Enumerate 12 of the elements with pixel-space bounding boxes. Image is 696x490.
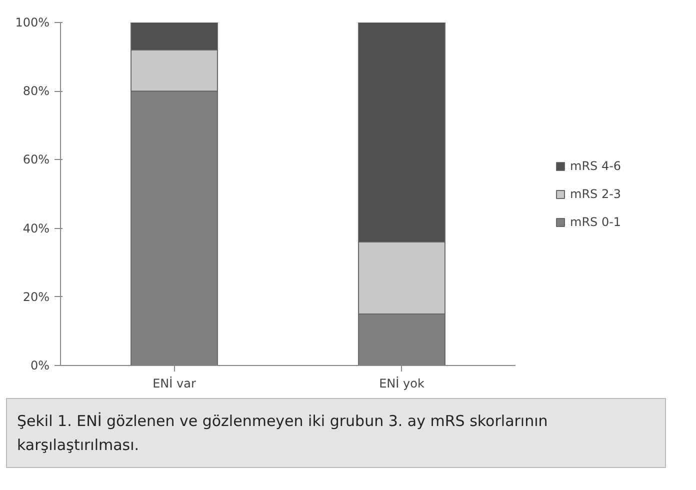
x-tick-label: ENİ var [152, 376, 196, 390]
y-tick-label: 100% [15, 16, 50, 30]
text: Şekil 1. ENİ gözlenen ve gözlenmeyen iki grubun 3. ay mRS skorlarının karşılaştırılması. [17, 411, 549, 456]
legend-label: mRS 2-3 [570, 186, 622, 200]
y-tick-label: 40% [22, 221, 50, 236]
x-tick-label: ENİ yok [379, 376, 424, 390]
legend-label: mRS 0-1 [570, 214, 622, 228]
y-tick-label: 20% [22, 290, 50, 304]
y-tick-label: 80% [22, 84, 50, 98]
y-tick-label: 60% [22, 152, 50, 167]
legend-label: mRS 4-6 [570, 158, 622, 172]
y-tick-label: 0% [30, 358, 50, 372]
